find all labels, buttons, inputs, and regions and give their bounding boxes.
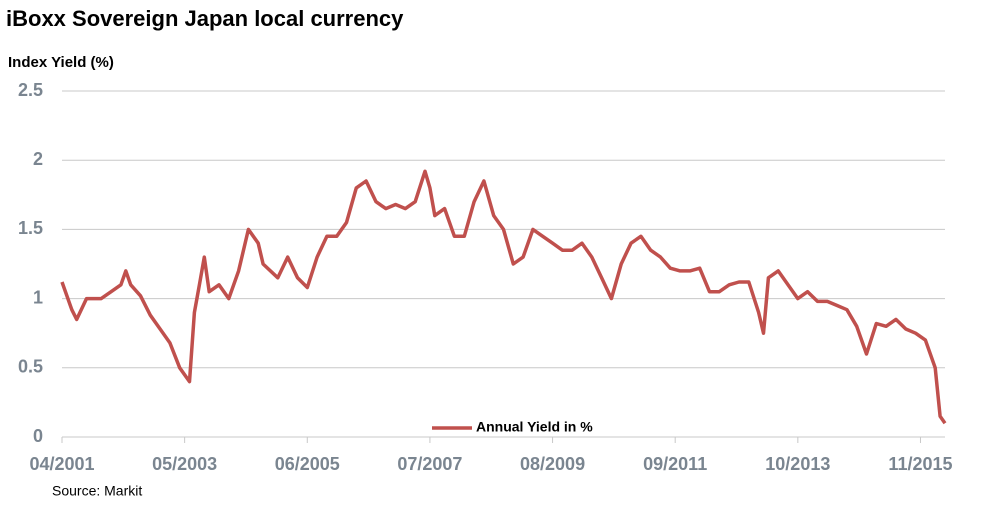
chart-title: iBoxx Sovereign Japan local currency (6, 6, 404, 31)
x-tick-label: 08/2009 (520, 454, 585, 474)
x-tick-label: 05/2003 (152, 454, 217, 474)
y-tick-label: 0.5 (18, 357, 43, 377)
x-tick-label: 11/2015 (888, 454, 952, 474)
y-axis-label: Index Yield (%) (8, 54, 114, 71)
x-tick-label: 09/2011 (643, 454, 707, 474)
y-tick-label: 2.5 (18, 80, 43, 100)
source: Source: Markit (52, 483, 142, 499)
x-tick-label: 04/2001 (29, 454, 94, 474)
y-tick-label: 1 (33, 287, 43, 307)
x-tick-label: 10/2013 (765, 454, 830, 474)
y-tick-label: 1.5 (18, 218, 43, 238)
y-tick-label: 0 (33, 426, 43, 446)
line-series (60, 169, 947, 425)
x-tick-label: 06/2005 (275, 454, 340, 474)
legend-label: Annual Yield in % (476, 419, 593, 435)
y-tick-label: 2 (33, 149, 43, 169)
x-tick-label: 07/2007 (397, 454, 462, 474)
